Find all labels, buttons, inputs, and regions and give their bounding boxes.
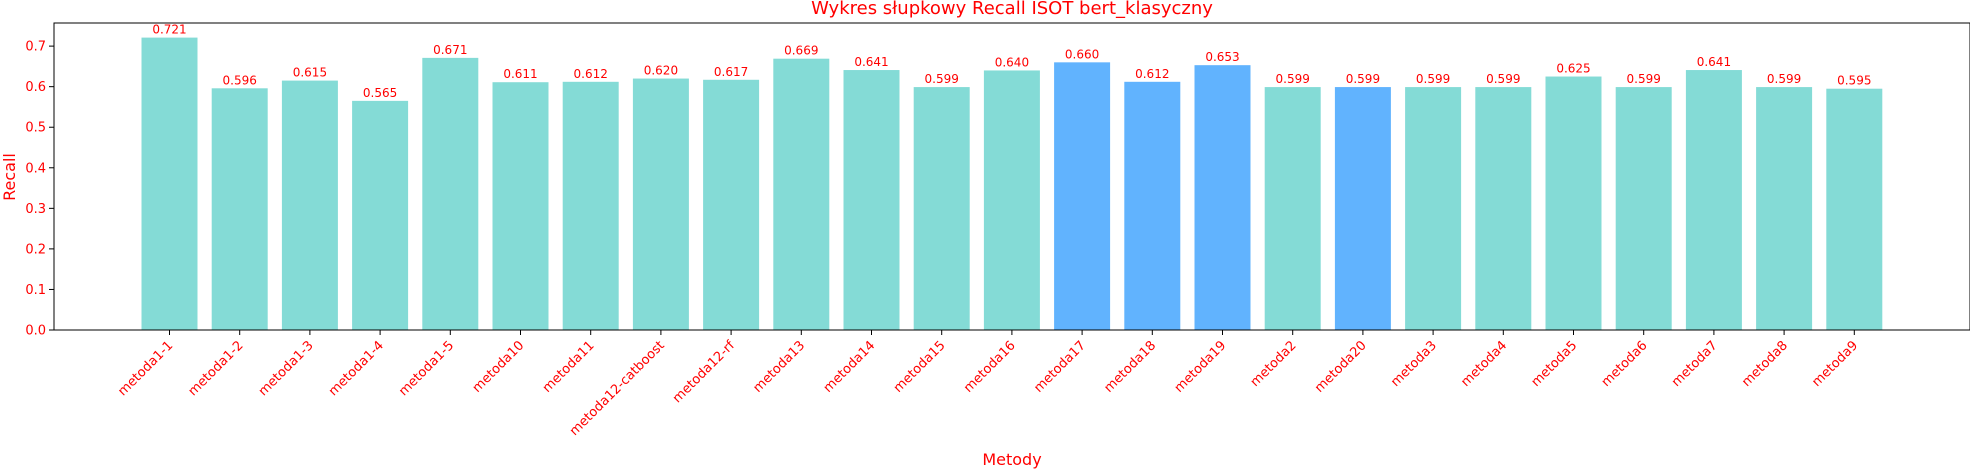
y-axis-label: Recall xyxy=(0,153,19,201)
data-label-metoda10: 0.611 xyxy=(503,67,537,81)
bar-metoda11 xyxy=(562,81,619,330)
y-tick-label: 0.7 xyxy=(25,40,46,55)
data-label-metoda1-5: 0.671 xyxy=(433,43,467,57)
x-tick-label-metoda1-1: metoda1-1 xyxy=(115,338,176,399)
y-tick-label: 0.2 xyxy=(25,242,46,257)
x-tick-label-metoda7: metoda7 xyxy=(1669,338,1721,390)
bar-metoda10 xyxy=(492,82,549,330)
x-tick-label-metoda10: metoda10 xyxy=(470,338,528,396)
bar-metoda16 xyxy=(983,70,1040,330)
bar-metoda7 xyxy=(1685,70,1742,331)
x-tick-label-metoda17: metoda17 xyxy=(1031,338,1089,396)
data-label-metoda11: 0.612 xyxy=(574,67,608,81)
bar-metoda5 xyxy=(1545,76,1602,330)
x-tick-label-metoda4: metoda4 xyxy=(1458,338,1510,390)
bar-metoda15 xyxy=(913,87,970,330)
bar-metoda1-2 xyxy=(211,88,268,330)
x-tick-label-metoda11: metoda11 xyxy=(540,338,598,396)
data-label-metoda12-rf: 0.617 xyxy=(714,65,748,79)
data-label-metoda7: 0.641 xyxy=(1697,55,1731,69)
data-label-metoda2: 0.599 xyxy=(1276,72,1310,86)
x-tick-label-metoda1-2: metoda1-2 xyxy=(186,338,247,399)
data-label-metoda9: 0.595 xyxy=(1837,74,1871,88)
bar-metoda1-5 xyxy=(422,57,479,331)
x-tick-label-metoda2: metoda2 xyxy=(1248,338,1300,390)
x-tick-label-metoda14: metoda14 xyxy=(821,338,879,396)
bar-metoda6 xyxy=(1615,87,1672,330)
plot-frame xyxy=(53,22,1970,331)
bar-metoda9 xyxy=(1826,88,1883,330)
bar-metoda2 xyxy=(1264,87,1321,330)
x-tick-label-metoda1-3: metoda1-3 xyxy=(256,338,317,399)
bar-metoda17 xyxy=(1054,62,1111,331)
x-tick-label-metoda15: metoda15 xyxy=(891,338,949,396)
chart-title: Wykres słupkowy Recall ISOT bert_klasycz… xyxy=(811,0,1213,19)
data-labels-group: 0.721 0.596 0.615 0.565 0.671 0.611 0.612 0.620… xyxy=(152,23,1871,100)
data-label-metoda1-3: 0.615 xyxy=(293,66,327,80)
x-tick-label-metoda20: metoda20 xyxy=(1312,338,1370,396)
data-label-metoda18: 0.612 xyxy=(1135,67,1169,81)
data-label-metoda1-4: 0.565 xyxy=(363,86,397,100)
x-tick-label-metoda3: metoda3 xyxy=(1388,338,1440,390)
x-tick-label-metoda16: metoda16 xyxy=(961,338,1019,396)
bar-metoda1-4 xyxy=(352,100,409,330)
x-tick-label-metoda5: metoda5 xyxy=(1529,338,1581,390)
x-tick-label-metoda13: metoda13 xyxy=(751,338,809,396)
x-axis: metoda1-1 metoda1-2 metoda1-3 metoda1-4 meto… xyxy=(115,330,1861,439)
bar-metoda3 xyxy=(1405,87,1462,330)
bar-metoda8 xyxy=(1756,87,1813,330)
bar-metoda4 xyxy=(1475,87,1532,330)
data-label-metoda12-catboost: 0.620 xyxy=(644,64,678,78)
data-label-metoda1-2: 0.596 xyxy=(223,73,257,87)
data-label-metoda14: 0.641 xyxy=(854,55,888,69)
bar-metoda12-rf xyxy=(703,79,760,330)
y-tick-label: 0.4 xyxy=(25,161,46,176)
bar-metoda14 xyxy=(843,70,900,331)
data-label-metoda16: 0.640 xyxy=(995,55,1029,69)
bar-metoda20 xyxy=(1334,87,1391,330)
x-tick-label-metoda6: metoda6 xyxy=(1599,338,1651,390)
x-tick-label-metoda19: metoda19 xyxy=(1172,338,1230,396)
bar-metoda1-1 xyxy=(141,37,198,331)
x-tick-label-metoda1-5: metoda1-5 xyxy=(396,338,457,399)
data-label-metoda3: 0.599 xyxy=(1416,72,1450,86)
data-label-metoda15: 0.599 xyxy=(925,72,959,86)
data-label-metoda8: 0.599 xyxy=(1767,72,1801,86)
x-tick-label-metoda12-rf: metoda12-rf xyxy=(670,338,738,406)
data-label-metoda6: 0.599 xyxy=(1627,72,1661,86)
data-label-metoda19: 0.653 xyxy=(1205,50,1239,64)
bar-metoda19 xyxy=(1194,65,1251,331)
x-tick-label-metoda8: metoda8 xyxy=(1739,338,1791,390)
data-label-metoda4: 0.599 xyxy=(1486,72,1520,86)
y-tick-label: 0.5 xyxy=(25,121,46,136)
bar-metoda18 xyxy=(1124,81,1181,330)
x-tick-label-metoda9: metoda9 xyxy=(1809,338,1861,390)
y-tick-label: 0.0 xyxy=(25,324,46,339)
data-label-metoda17: 0.660 xyxy=(1065,47,1099,61)
data-label-metoda5: 0.625 xyxy=(1556,62,1590,76)
x-tick-label-metoda18: metoda18 xyxy=(1102,338,1160,396)
y-tick-label: 0.1 xyxy=(25,283,46,298)
y-axis: 0.0 0.1 0.2 0.3 0.4 0.5 0.6 0.7 xyxy=(25,40,54,339)
x-tick-label-metoda1-4: metoda1-4 xyxy=(326,338,387,399)
y-tick-label: 0.6 xyxy=(25,80,46,95)
data-label-metoda13: 0.669 xyxy=(784,44,818,58)
x-axis-label: Metody xyxy=(982,450,1041,469)
data-label-metoda1-1: 0.721 xyxy=(152,23,186,37)
y-tick-label: 0.3 xyxy=(25,202,46,217)
bar-metoda13 xyxy=(773,58,830,331)
bar-metoda12-catboost xyxy=(632,78,689,330)
data-label-metoda20: 0.599 xyxy=(1346,72,1380,86)
bar-metoda1-3 xyxy=(281,80,338,330)
bars-group xyxy=(141,37,1883,331)
